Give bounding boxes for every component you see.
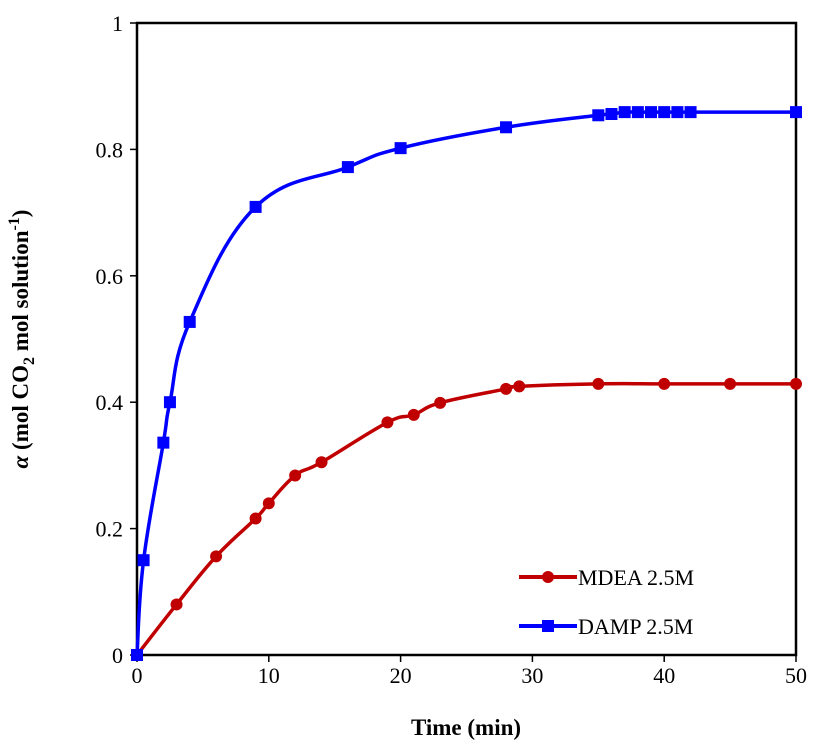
data-point (500, 382, 513, 395)
y-axis-title-sub: 2 (21, 357, 38, 365)
legend: MDEA 2.5M DAMP 2.5M (519, 565, 694, 639)
y-axis-title-part1: (mol CO (8, 365, 33, 456)
plot-area (135, 21, 798, 657)
x-tick-label: 20 (390, 663, 412, 688)
data-point (645, 106, 658, 119)
y-tick-label: 1 (112, 11, 123, 36)
y-tick-label: 0.4 (96, 390, 124, 415)
data-point (658, 106, 671, 119)
legend-label-damp: DAMP 2.5M (578, 614, 693, 639)
x-tick-label: 40 (653, 663, 675, 688)
data-point (249, 200, 262, 213)
x-tick-label: 10 (258, 663, 280, 688)
data-point (513, 380, 526, 393)
data-point (500, 121, 513, 134)
data-point (790, 377, 802, 390)
y-axis-title-alpha: α (8, 454, 33, 468)
data-point (605, 108, 618, 121)
y-tick-label: 0.2 (96, 517, 124, 542)
data-point (684, 106, 697, 119)
data-point (157, 436, 170, 449)
data-point (618, 106, 631, 119)
x-axis-ticks: 0 10 20 30 40 50 (132, 655, 807, 688)
data-point (671, 106, 684, 119)
data-point (131, 649, 143, 661)
legend-label-mdea: MDEA 2.5M (578, 565, 694, 590)
y-axis-title-part2: mol solution (8, 230, 33, 357)
y-axis-title: α (mol CO2 mol solution-1) (6, 210, 38, 469)
data-point (631, 106, 644, 119)
legend-marker-mdea (542, 571, 554, 583)
legend-marker-damp (542, 620, 554, 632)
x-tick-label: 30 (521, 663, 543, 688)
y-tick-label: 0 (112, 643, 123, 668)
data-point (434, 396, 447, 409)
data-point (381, 416, 394, 429)
data-point (249, 512, 262, 525)
series-layer (131, 106, 802, 661)
series-1 (131, 106, 802, 661)
y-axis-title-sup: -1 (6, 217, 23, 230)
data-point (137, 554, 150, 567)
data-point (592, 377, 605, 390)
data-point (592, 109, 605, 122)
data-point (341, 161, 354, 174)
data-point (262, 497, 275, 510)
data-point (210, 550, 223, 563)
y-tick-label: 0.8 (96, 137, 124, 162)
series-line (135, 381, 798, 657)
y-axis-title-part3: ) (8, 210, 33, 218)
data-point (170, 598, 183, 611)
data-point (315, 456, 328, 469)
data-point (289, 469, 302, 482)
data-point (724, 377, 737, 390)
data-point (163, 396, 176, 409)
y-axis-ticks: 0 0.2 0.4 0.6 0.8 1 (96, 11, 137, 668)
x-tick-label: 0 (132, 663, 143, 688)
data-point (790, 106, 802, 119)
y-tick-label: 0.6 (96, 264, 124, 289)
data-point (183, 315, 196, 328)
data-point (394, 142, 407, 155)
data-point (658, 377, 671, 390)
data-point (407, 408, 420, 421)
x-axis-title: Time (min) (411, 715, 521, 740)
x-tick-label: 50 (785, 663, 807, 688)
